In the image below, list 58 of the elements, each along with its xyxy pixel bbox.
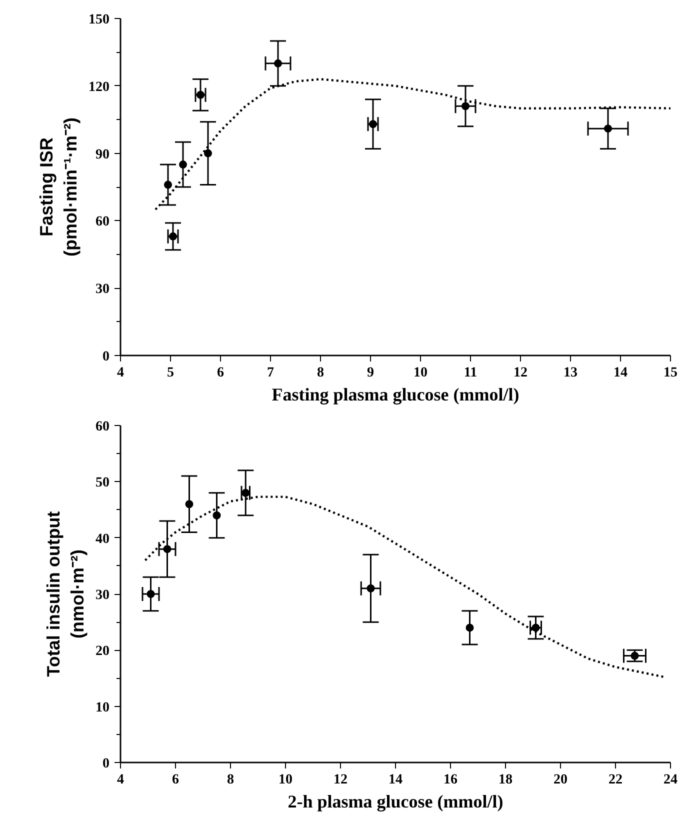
point bbox=[532, 624, 540, 632]
y-tick-label: 20 bbox=[96, 644, 110, 660]
y-tick-label: 60 bbox=[96, 214, 110, 230]
x-tick-label: 10 bbox=[414, 366, 428, 380]
x-tick-label: 7 bbox=[267, 366, 274, 380]
x-tick-label: 8 bbox=[227, 772, 234, 788]
y-tick-label: 30 bbox=[96, 588, 110, 603]
point bbox=[630, 652, 639, 660]
y-tick-label: 60 bbox=[96, 420, 110, 434]
x-tick-label: 15 bbox=[664, 366, 678, 380]
point bbox=[164, 180, 172, 189]
y-axis-title: Total insulin output (nmol·m⁻²) bbox=[44, 511, 88, 677]
x-tick-label: 14 bbox=[388, 772, 402, 788]
x-tick-label: 13 bbox=[564, 366, 578, 380]
y-tick-label: 30 bbox=[96, 282, 110, 298]
point bbox=[369, 120, 377, 128]
x-tick-label: 22 bbox=[608, 772, 622, 788]
x-tick-label: 11 bbox=[464, 366, 478, 380]
x-tick-label: 12 bbox=[514, 366, 528, 380]
y-tick-label: 90 bbox=[96, 147, 110, 162]
y-tick-label: 50 bbox=[96, 476, 110, 491]
x-tick-label: 24 bbox=[664, 772, 678, 788]
x-tick-label: 14 bbox=[614, 366, 628, 380]
point bbox=[179, 160, 187, 169]
point bbox=[163, 545, 172, 554]
y-tick-label: 0 bbox=[102, 756, 110, 772]
point bbox=[196, 90, 204, 99]
point bbox=[185, 500, 194, 508]
x-tick-label: 20 bbox=[554, 772, 568, 788]
point bbox=[146, 590, 155, 598]
x-tick-label: 4 bbox=[117, 366, 124, 380]
x-tick-label: 12 bbox=[334, 772, 348, 788]
y-tick-label: 10 bbox=[96, 700, 110, 716]
x-axis-title: Fasting plasma glucose (mmol/l) bbox=[272, 384, 520, 404]
x-tick-label: 6 bbox=[172, 772, 179, 788]
point bbox=[204, 149, 212, 158]
point bbox=[242, 488, 250, 497]
x-tick-label: 5 bbox=[167, 366, 174, 380]
x-tick-label: 8 bbox=[317, 366, 324, 380]
point bbox=[169, 232, 177, 240]
x-tick-label: 18 bbox=[498, 772, 512, 788]
x-tick-label: 16 bbox=[444, 772, 458, 788]
y-tick-label: 150 bbox=[88, 12, 110, 28]
point bbox=[604, 124, 612, 133]
x-tick-label: 10 bbox=[278, 772, 292, 788]
x-tick-label: 6 bbox=[217, 366, 224, 380]
point bbox=[462, 102, 470, 110]
point bbox=[366, 584, 375, 592]
y-tick-label: 40 bbox=[96, 532, 110, 547]
point bbox=[212, 511, 221, 520]
point bbox=[274, 59, 282, 68]
point bbox=[466, 624, 474, 632]
x-axis-title: 2-h plasma glucose (mmol/l) bbox=[288, 792, 504, 812]
y-axis-title: Fasting ISR (pmol·min⁻¹·m⁻²) bbox=[36, 118, 80, 256]
y-tick-label: 0 bbox=[102, 350, 110, 364]
y-tick-label: 120 bbox=[88, 80, 110, 95]
x-tick-label: 9 bbox=[367, 366, 374, 380]
x-tick-label: 4 bbox=[117, 772, 124, 788]
